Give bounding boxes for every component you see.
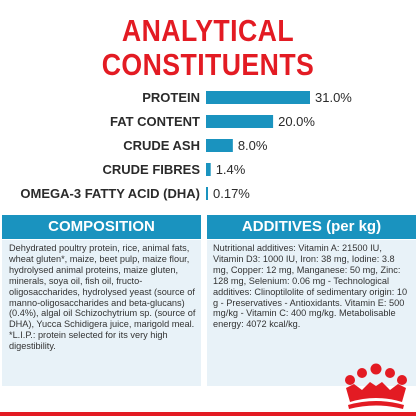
chart-category-label: PROTEIN (142, 90, 200, 105)
chart-value-label: 8.0% (238, 138, 268, 153)
composition-panel (2, 240, 201, 386)
chart-category-label: CRUDE ASH (123, 138, 200, 153)
chart-category-label: CRUDE FIBRES (102, 162, 200, 177)
title-line-2: CONSTITUENTS (101, 47, 315, 82)
composition-header: COMPOSITION (2, 215, 201, 239)
composition-text: Dehydrated poultry protein, rice, animal… (9, 243, 196, 352)
chart-value-label: 0.17% (213, 186, 250, 201)
chart-bar (206, 163, 211, 176)
additives-text: Nutritional additives: Vitamin A: 21500 … (213, 243, 408, 330)
chart-bar (206, 115, 274, 128)
chart-value-label: 20.0% (278, 114, 315, 129)
chart-value-label: 31.0% (315, 90, 352, 105)
crown-icon (345, 363, 407, 409)
chart-value-label: 1.4% (216, 162, 246, 177)
chart-bar (206, 187, 208, 200)
analytical-constituents-chart: PROTEIN 31.0% FAT CONTENT 20.0% CRUDE ASH 8.0… (20, 90, 352, 201)
chart-category-label: OMEGA-3 FATTY ACID (DHA) (20, 186, 200, 201)
chart-bar (206, 91, 310, 104)
additives-header: ADDITIVES (per kg) (207, 215, 416, 239)
chart-bar (206, 139, 233, 152)
chart-category-label: FAT CONTENT (110, 114, 200, 129)
footer-rule (0, 412, 416, 416)
title-line-1: ANALYTICAL (121, 13, 295, 48)
additives-panel (207, 240, 416, 386)
